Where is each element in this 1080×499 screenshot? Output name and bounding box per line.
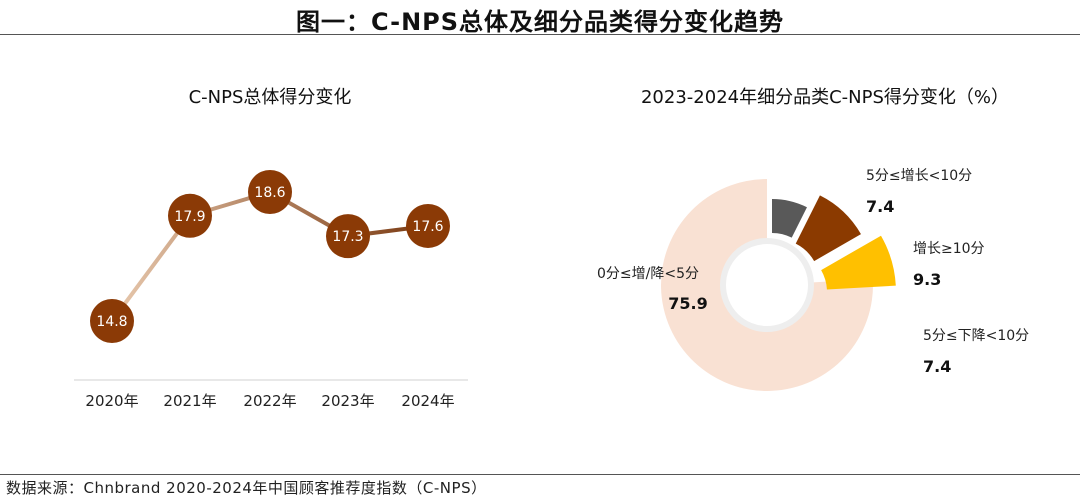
slice-value-label: 9.3 bbox=[913, 270, 941, 289]
slice-value-label: 7.4 bbox=[866, 197, 894, 216]
data-label: 17.3 bbox=[332, 229, 363, 245]
data-label: 18.6 bbox=[254, 185, 285, 201]
x-tick-label: 2023年 bbox=[321, 392, 374, 410]
x-tick-label: 2024年 bbox=[401, 392, 454, 410]
slice-category-label: 5分≤下降<10分 bbox=[923, 328, 1029, 344]
data-point bbox=[406, 203, 450, 248]
slice-category-label: 5分≤增长<10分 bbox=[866, 168, 972, 184]
header-bar bbox=[0, 0, 1080, 35]
data-label: 17.9 bbox=[174, 209, 205, 225]
data-label: 17.6 bbox=[412, 219, 443, 235]
donut-inner-ring bbox=[720, 238, 814, 332]
slice-value-label: 75.9 bbox=[668, 294, 707, 313]
page-title: 图一：C-NPS总体及细分品类得分变化趋势 bbox=[295, 8, 785, 36]
data-source-note: 数据来源：Chnbrand 2020-2024年中国顾客推荐度指数（C-NPS） bbox=[6, 479, 487, 497]
slice-category-label: 0分≤增/降<5分 bbox=[597, 266, 699, 282]
footer-divider bbox=[0, 474, 1080, 475]
x-tick-label: 2020年 bbox=[85, 392, 138, 410]
slice-value-label: 7.4 bbox=[923, 357, 951, 376]
data-point bbox=[326, 214, 370, 259]
pie-slice bbox=[821, 235, 896, 290]
pie-slice bbox=[772, 199, 807, 238]
pie-slice bbox=[795, 195, 861, 262]
data-point bbox=[90, 299, 134, 343]
data-label: 14.8 bbox=[96, 314, 127, 330]
x-tick-label: 2021年 bbox=[163, 392, 216, 410]
pie-slice bbox=[661, 179, 874, 391]
pie-chart-title: 2023-2024年细分品类C-NPS得分变化（%） bbox=[640, 87, 1010, 108]
line-chart-title: C-NPS总体得分变化 bbox=[188, 87, 352, 108]
slice-category-label: 增长≥10分 bbox=[913, 241, 985, 257]
x-tick-label: 2022年 bbox=[243, 392, 296, 410]
data-point bbox=[168, 193, 212, 238]
data-point bbox=[248, 170, 292, 214]
